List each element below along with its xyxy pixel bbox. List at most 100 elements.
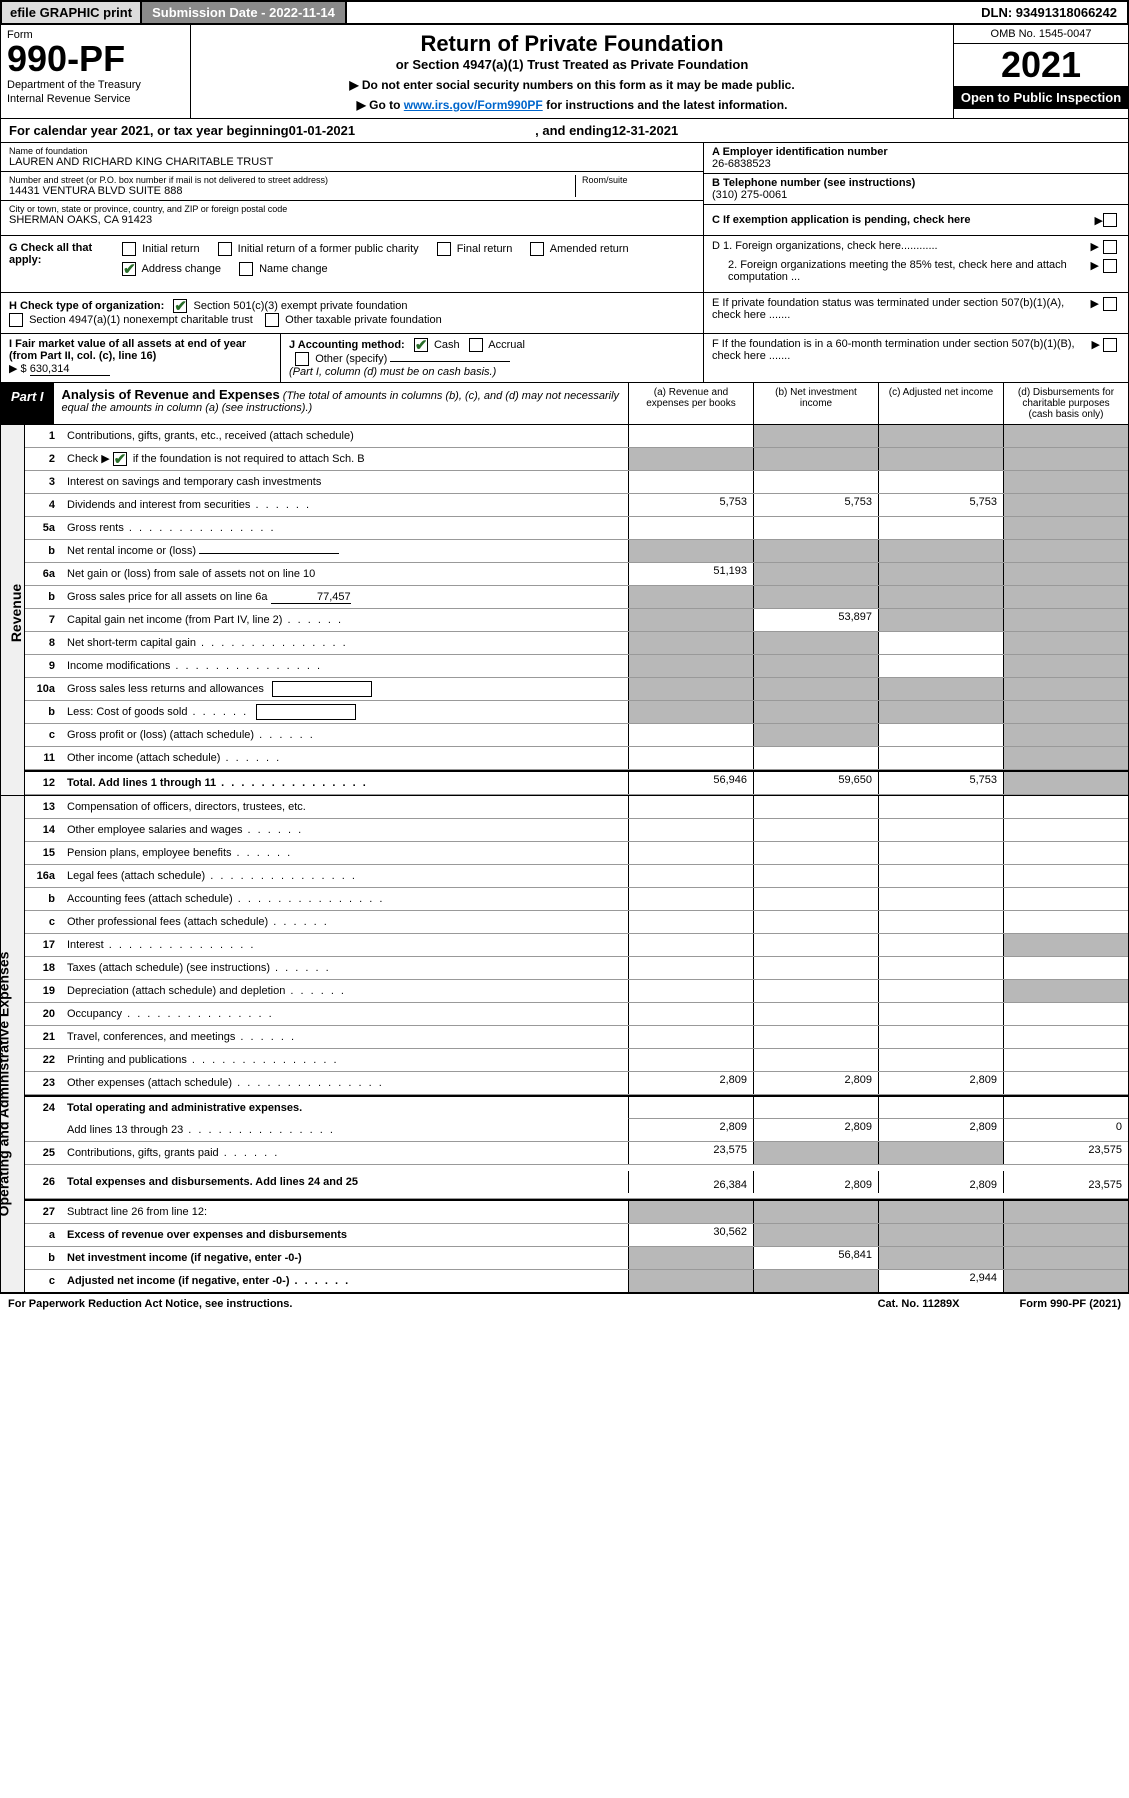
row-5a: 5aGross rents [25,517,1128,540]
row-5b: bNet rental income or (loss) [25,540,1128,563]
calendar-row: For calendar year 2021, or tax year begi… [0,119,1129,143]
cb-f[interactable] [1103,338,1117,352]
cb-accrual[interactable] [469,338,483,352]
part1-title-cell: Analysis of Revenue and Expenses (The to… [54,383,628,424]
note2-post: for instructions and the latest informat… [543,98,788,112]
efile-label[interactable]: efile GRAPHIC print [2,2,142,23]
cb-address-change[interactable] [122,262,136,276]
opt-former: Initial return of a former public charit… [238,243,419,255]
foundation-name: LAUREN AND RICHARD KING CHARITABLE TRUST [9,156,695,168]
exemption-cell: C If exemption application is pending, c… [704,205,1128,235]
arrow-icon: ▶ [1091,259,1099,283]
row-27: 27Subtract line 26 from line 12: [25,1199,1128,1224]
check-row-g: G Check all that apply: Initial return I… [0,236,1129,293]
row-24: Add lines 13 through 232,8092,8092,8090 [25,1119,1128,1142]
cb-d2[interactable] [1103,259,1117,273]
g-section: G Check all that apply: Initial return I… [1,236,703,292]
row-7: 7Capital gain net income (from Part IV, … [25,609,1128,632]
form-header: Form 990-PF Department of the Treasury I… [0,25,1129,119]
arrow-icon: ▶ [1091,338,1099,362]
exemption-label: C If exemption application is pending, c… [712,214,971,226]
row-17: 17Interest [25,934,1128,957]
city: SHERMAN OAKS, CA 91423 [9,214,695,226]
cb-sch-b[interactable] [113,452,127,466]
row-4: 4Dividends and interest from securities5… [25,494,1128,517]
cb-initial-former[interactable] [218,242,232,256]
page-footer: For Paperwork Reduction Act Notice, see … [0,1293,1129,1314]
row-16c: cOther professional fees (attach schedul… [25,911,1128,934]
cb-e[interactable] [1103,297,1117,311]
omb: OMB No. 1545-0047 [954,25,1128,44]
part1-tag: Part I [1,383,54,424]
row-11: 11Other income (attach schedule) [25,747,1128,770]
row-1: 1Contributions, gifts, grants, etc., rec… [25,425,1128,448]
phone-cell: B Telephone number (see instructions) (3… [704,174,1128,205]
row-27a: aExcess of revenue over expenses and dis… [25,1224,1128,1247]
top-bar: efile GRAPHIC print Submission Date - 20… [0,0,1129,25]
h-section: H Check type of organization: Section 50… [1,293,703,333]
cal-begin: 01-01-2021 [289,123,356,138]
expenses-label: Operating and Administrative Expenses [0,952,11,1217]
phone-value: (310) 275-0061 [712,189,1120,201]
cb-other-tax[interactable] [265,313,279,327]
row-18: 18Taxes (attach schedule) (see instructi… [25,957,1128,980]
cal-mid: , and ending [535,123,612,138]
row-10b: bLess: Cost of goods sold [25,701,1128,724]
row-14: 14Other employee salaries and wages [25,819,1128,842]
col-d: (d) Disbursements for charitable purpose… [1003,383,1128,424]
row-15: 15Pension plans, employee benefits [25,842,1128,865]
j-cash: Cash [434,339,460,351]
row-9: 9Income modifications [25,655,1128,678]
exemption-checkbox[interactable] [1103,213,1117,227]
row-3: 3Interest on savings and temporary cash … [25,471,1128,494]
dln: DLN: 93491318066242 [971,2,1127,23]
revenue-table: Revenue 1Contributions, gifts, grants, e… [0,425,1129,796]
form990pf-link[interactable]: www.irs.gov/Form990PF [404,98,543,112]
row-27c: cAdjusted net income (if negative, enter… [25,1270,1128,1292]
d2-text: 2. Foreign organizations meeting the 85%… [712,259,1087,283]
phone-label: B Telephone number (see instructions) [712,177,915,189]
ij-row: I Fair market value of all assets at end… [0,334,1129,383]
cal-pre: For calendar year 2021, or tax year begi… [9,123,289,138]
cb-name-change[interactable] [239,262,253,276]
g-label: G Check all that apply: [9,242,102,276]
i-arrow: ▶ $ [9,363,27,375]
f-section: F If the foundation is in a 60-month ter… [703,334,1128,382]
row-6b: bGross sales price for all assets on lin… [25,586,1128,609]
city-label: City or town, state or province, country… [9,204,695,214]
cb-cash[interactable] [414,338,428,352]
row-22: 22Printing and publications [25,1049,1128,1072]
row-20: 20Occupancy [25,1003,1128,1026]
j-note: (Part I, column (d) must be on cash basi… [289,366,496,378]
note2-pre: ▶ Go to [357,98,404,112]
arrow-icon: ▶ [1091,240,1099,254]
cb-other-acct[interactable] [295,352,309,366]
cb-initial-return[interactable] [122,242,136,256]
header-left: Form 990-PF Department of the Treasury I… [1,25,191,118]
ein-label: A Employer identification number [712,146,888,158]
j-accrual: Accrual [488,339,525,351]
j-other: Other (specify) [315,353,387,365]
cb-4947[interactable] [9,313,23,327]
d-section: D 1. Foreign organizations, check here..… [703,236,1128,292]
revenue-side: Revenue [1,425,25,795]
check-row-h: H Check type of organization: Section 50… [0,293,1129,334]
cal-end: 12-31-2021 [612,123,679,138]
e-section: E If private foundation status was termi… [703,293,1128,333]
col-b: (b) Net investment income [753,383,878,424]
ein-cell: A Employer identification number 26-6838… [704,143,1128,174]
identity-grid: Name of foundation LAUREN AND RICHARD KI… [0,143,1129,236]
cb-501c3[interactable] [173,299,187,313]
row-23: 23Other expenses (attach schedule)2,8092… [25,1072,1128,1095]
dept: Department of the Treasury [7,79,184,91]
form-number: 990-PF [7,41,184,77]
cb-d1[interactable] [1103,240,1117,254]
expenses-table: Operating and Administrative Expenses 13… [0,796,1129,1293]
row-10c: cGross profit or (loss) (attach schedule… [25,724,1128,747]
expenses-side: Operating and Administrative Expenses [1,796,25,1292]
cb-amended[interactable] [530,242,544,256]
cb-final[interactable] [437,242,451,256]
address-cell: Number and street (or P.O. box number if… [1,172,703,201]
h-label: H Check type of organization: [9,300,164,312]
note-2: ▶ Go to www.irs.gov/Form990PF for instru… [201,98,943,112]
